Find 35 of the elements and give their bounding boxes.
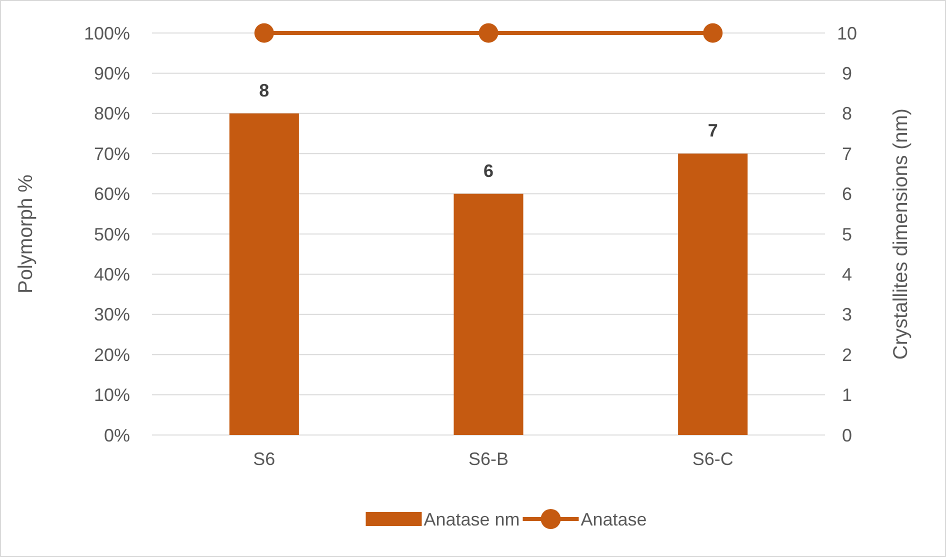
data-label: 7 [708,120,718,141]
y-tick-label: 30% [94,304,130,325]
y-tick-label: 80% [94,104,130,124]
y-tick-label: 100% [84,23,130,44]
x-tick-label: S6-B [468,449,509,469]
y2-tick-label: 3 [842,304,852,325]
y-tick-label: 0% [104,425,130,446]
y2-tick-label: 6 [842,184,852,204]
y2-tick-label: 0 [842,425,852,446]
y2-tick-label: 1 [842,385,852,406]
y2-tick-label: 5 [842,224,852,244]
y-tick-label: 60% [94,184,130,204]
y-tick-label: 90% [94,64,130,84]
y-tick-label: 10% [94,385,130,406]
bar [678,154,748,435]
y2-tick-label: 9 [842,64,852,84]
y-tick-label: 20% [94,344,130,365]
y2-tick-label: 10 [836,23,858,44]
legend-label: Anatase [580,509,647,530]
y-tick-label: 50% [94,224,130,244]
bar [229,113,299,435]
y2-axis-title: Crystallites dimensions (nm) [890,108,912,360]
y-tick-label: 40% [94,264,130,284]
y-tick-label: 70% [94,144,130,164]
y2-tick-label: 8 [842,104,852,124]
y2-tick-label: 7 [842,144,852,164]
y2-tick-label: 2 [842,344,852,365]
x-tick-label: S6-C [692,449,734,469]
legend-label: Anatase nm [424,509,520,530]
x-tick-label: S6 [253,449,276,469]
bar [454,194,524,435]
y2-tick-label: 4 [842,264,852,284]
data-label: 6 [483,160,494,181]
y-axis-title: Polymorph % [15,174,37,294]
data-label: 8 [259,80,270,100]
